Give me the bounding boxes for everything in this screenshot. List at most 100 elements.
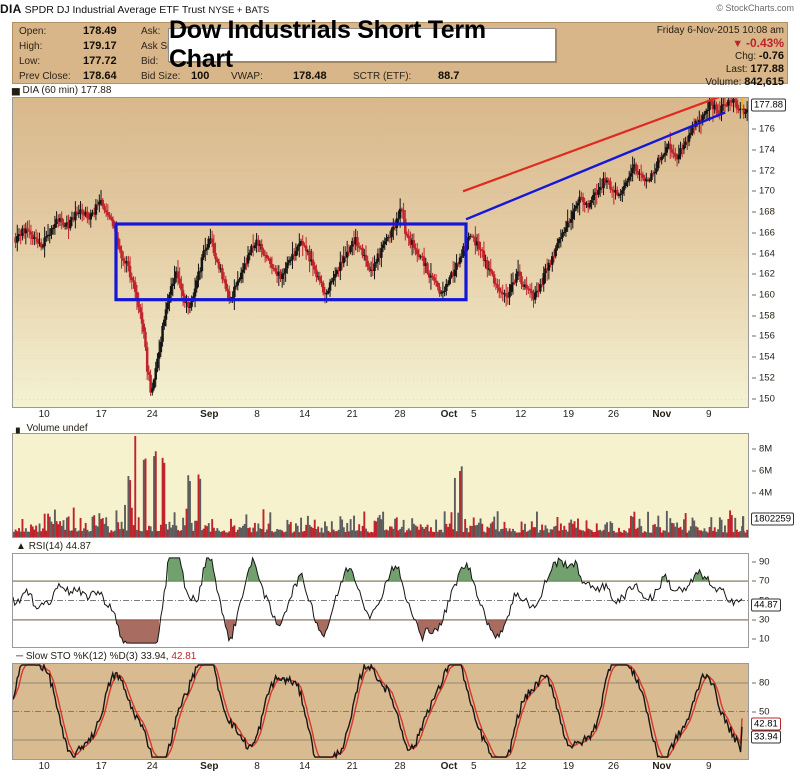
price-tick-mark [752,128,756,130]
chg-label: Chg: [735,51,757,62]
chart-title-callout: Dow Industrials Short Term Chart [168,16,556,73]
price-chart-panel[interactable] [12,97,749,408]
rsi-tick-mark [752,580,756,582]
x-tick-8: 8 [254,409,260,420]
x-tick-Nov: Nov [652,409,672,420]
ticker-symbol[interactable]: DIA [0,2,22,16]
price-tick-mark [752,356,756,358]
rsi-tick-mark [752,561,756,563]
ask-label: Ask: [141,26,161,37]
price-tick-156: 156 [759,330,775,342]
price-tick-mark [752,294,756,296]
candlestick-series [14,98,748,396]
x-tick-17: 17 [95,761,107,772]
x-tick-5: 5 [471,409,477,420]
price-tick-mark [752,211,756,213]
volume-axis-labels: 8M 6M 4M [752,433,798,538]
rsi-tick-70: 70 [759,575,770,587]
stochastic-panel-header-text: Slow STO %K(12) %D(3) 33.94, [25,651,169,662]
price-tick-mark [752,273,756,275]
rsi-tick-10: 10 [759,633,770,645]
last-row: Last: 177.88 [574,63,784,76]
vwap-value: 178.48 [293,70,327,82]
last-value: 177.88 [750,63,784,75]
bid-label: Bid: [141,56,159,67]
quote-datetime: Friday 6-Nov-2015 10:08 am [656,25,784,36]
price-tick-mark [752,377,756,379]
x-tick-24: 24 [146,761,158,772]
price-last-value-box: 177.88 [751,98,787,112]
candlestick-icon: ▅ [12,85,20,96]
rsi-chart-panel[interactable] [12,553,749,648]
stochastic-d-value: 42.81 [171,651,197,662]
price-tick-mark [752,170,756,172]
price-tick-160: 160 [759,289,775,301]
price-tick-mark [752,253,756,255]
sctr-value: 88.7 [438,70,460,82]
volume-value-box: 1802259 [751,512,794,526]
price-tick-mark [752,190,756,192]
price-tick-158: 158 [759,310,775,322]
x-tick-Oct: Oct [440,761,458,772]
x-tick-Nov: Nov [652,761,672,772]
prev-close-value: 178.64 [83,70,117,82]
price-panel-header-text: DIA (60 min) 177.88 [22,85,112,96]
sto-tick-mark [752,682,756,684]
volume-chart-panel[interactable] [12,433,749,538]
rsi-line [13,556,743,645]
stochastic-panel-header: ─ Slow STO %K(12) %D(3) 33.94, 42.81 [16,651,196,662]
x-tick-9: 9 [705,409,712,420]
price-tick-mark [752,149,756,151]
price-tick-mark [752,315,756,317]
volume-tick-4M: 4M [759,487,773,499]
stochastic-k-value-box: 33.94 [751,730,781,744]
volume-row: Volume: 842,615 [574,76,784,89]
sto-tick-80: 80 [759,677,770,689]
change-row: Chg: -0.76 [574,50,784,63]
price-tick-162: 162 [759,268,775,280]
price-tick-164: 164 [759,248,775,260]
open-label: Open: [19,26,47,37]
volume-panel-header-text: Volume undef [26,423,88,434]
ticker-exchange: NYSE + BATS [208,5,270,16]
x-tick-8: 8 [254,761,260,772]
price-tick-174: 174 [759,144,775,156]
x-tick-19: 19 [562,761,575,772]
open-value: 178.49 [83,25,117,37]
volume-bars [13,436,748,537]
change-percent: -0.43% [745,36,784,50]
stochastic-chart-panel[interactable] [12,663,749,760]
volume-tick-6M: 6M [759,465,773,477]
stockcharts-watermark: © StockCharts.com [716,3,794,13]
quote-datetime-block: Friday 6-Nov-2015 10:08 am ▼ -0.43% Chg:… [574,24,784,89]
x-tick-10: 10 [38,409,50,420]
high-value: 179.17 [83,40,117,52]
x-tick-21: 21 [346,409,358,420]
price-tick-mark [752,335,756,337]
stochastic-x-axis: 10 17 24 Sep 8 14 21 28 Oct 5 12 19 26 Nov 9 [12,761,749,777]
x-tick-26: 26 [607,761,620,772]
volume-tick-mark [752,448,756,450]
chg-value: -0.76 [758,50,784,62]
x-tick-12: 12 [515,761,527,772]
rsi-panel-header-text: RSI(14) 44.87 [28,541,91,552]
bid-size-label: Bid Size: [141,71,181,82]
price-axis-labels: 1781761741721701681661641621601581561541… [752,97,798,408]
price-tick-mark [752,398,756,400]
price-tick-150: 150 [759,393,775,405]
rsi-tick-mark [752,638,756,640]
rsi-tick-mark [752,619,756,621]
ask-size-label: Ask Size: [141,41,183,52]
price-tick-154: 154 [759,351,775,363]
volume-tick-mark [752,470,756,472]
price-tick-152: 152 [759,372,775,384]
prev-close-label: Prev Close: [19,71,71,82]
x-tick-Sep: Sep [200,409,219,420]
volume-value: 842,615 [744,76,784,88]
x-tick-12: 12 [515,409,527,420]
ticker-name: SPDR DJ Industrial Average ETF Trust [24,4,206,16]
x-tick-26: 26 [607,409,620,420]
price-tick-176: 176 [759,123,775,135]
volume-tick-8M: 8M [759,443,773,455]
x-tick-21: 21 [346,761,358,772]
